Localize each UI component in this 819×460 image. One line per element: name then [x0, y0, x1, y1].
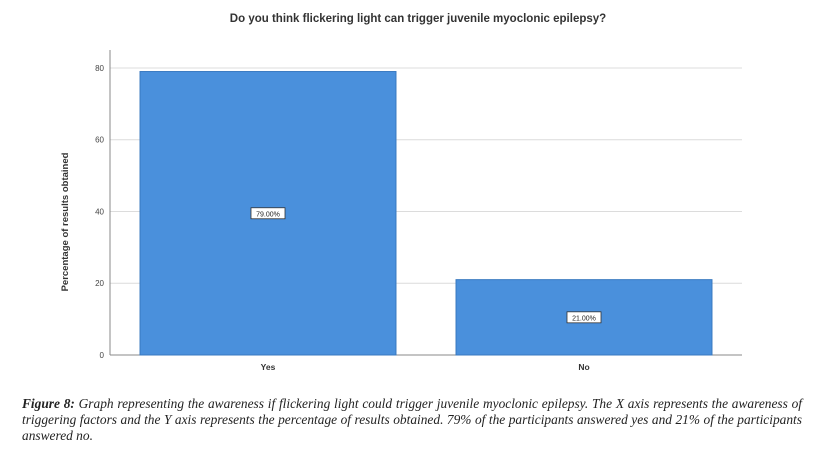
- data-label-box: [566, 311, 602, 324]
- y-tick-label: 0: [100, 351, 105, 360]
- data-label-box: [250, 207, 286, 220]
- figure-caption: Figure 8: Graph representing the awarene…: [22, 396, 802, 444]
- y-tick-labels: 0 20 40 60 80: [95, 64, 104, 360]
- data-label: 21.00%: [572, 315, 596, 322]
- y-tick-label: 80: [95, 64, 104, 73]
- data-label: 79.00%: [256, 211, 280, 218]
- caption-label: Figure 8:: [22, 396, 75, 411]
- chart-title: Do you think flickering light can trigge…: [230, 13, 606, 25]
- x-tick-label: Yes: [261, 362, 276, 372]
- caption-text: Graph representing the awareness if flic…: [22, 396, 803, 443]
- bars: 79.00% 21.00%: [139, 71, 713, 356]
- x-tick-labels: Yes No: [261, 362, 590, 372]
- y-tick-label: 60: [95, 136, 104, 145]
- y-tick-label: 20: [95, 279, 104, 288]
- bar-chart: Do you think flickering light can trigge…: [60, 13, 742, 372]
- y-tick-label: 40: [95, 207, 104, 216]
- x-tick-label: No: [578, 362, 589, 372]
- y-axis-label: Percentage of results obtained: [60, 152, 71, 291]
